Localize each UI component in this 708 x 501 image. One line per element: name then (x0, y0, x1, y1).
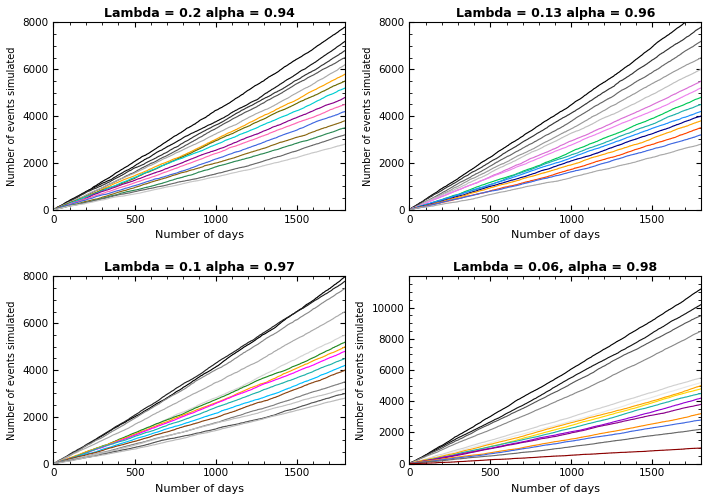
Y-axis label: Number of events simulated: Number of events simulated (356, 301, 366, 440)
Title: Lambda = 0.06, alpha = 0.98: Lambda = 0.06, alpha = 0.98 (453, 261, 657, 274)
X-axis label: Number of days: Number of days (510, 484, 600, 494)
Y-axis label: Number of events simulated: Number of events simulated (7, 47, 17, 186)
Y-axis label: Number of events simulated: Number of events simulated (7, 301, 17, 440)
Title: Lambda = 0.2 alpha = 0.94: Lambda = 0.2 alpha = 0.94 (104, 7, 295, 20)
X-axis label: Number of days: Number of days (510, 230, 600, 240)
Title: Lambda = 0.1 alpha = 0.97: Lambda = 0.1 alpha = 0.97 (104, 261, 295, 274)
X-axis label: Number of days: Number of days (155, 484, 244, 494)
Title: Lambda = 0.13 alpha = 0.96: Lambda = 0.13 alpha = 0.96 (455, 7, 655, 20)
X-axis label: Number of days: Number of days (155, 230, 244, 240)
Y-axis label: Number of events simulated: Number of events simulated (362, 47, 373, 186)
